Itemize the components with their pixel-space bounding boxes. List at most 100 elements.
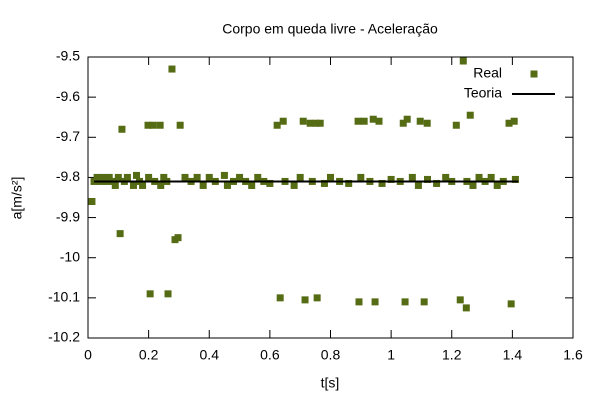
x-axis-label: t[s] <box>321 375 340 391</box>
data-point <box>129 181 137 189</box>
y-tick-label: -10.2 <box>48 329 80 345</box>
data-point <box>469 181 477 189</box>
data-point <box>290 181 298 189</box>
data-point <box>316 119 324 127</box>
data-point <box>88 198 96 206</box>
data-point <box>456 296 464 304</box>
data-point <box>507 300 515 308</box>
y-tick-label: -9.7 <box>56 128 80 144</box>
data-point <box>301 296 309 304</box>
data-point <box>176 121 184 129</box>
data-point <box>459 57 467 65</box>
data-point <box>462 304 470 312</box>
data-point <box>511 175 519 183</box>
data-point <box>371 298 379 306</box>
data-point <box>387 175 395 183</box>
data-point <box>223 181 231 189</box>
data-point <box>254 173 262 181</box>
data-point <box>236 173 244 181</box>
y-tick-label: -10.1 <box>48 289 80 305</box>
data-point <box>416 117 424 125</box>
data-point <box>312 119 320 127</box>
data-point <box>401 298 409 306</box>
data-point <box>205 173 213 181</box>
data-point <box>139 181 147 189</box>
data-point <box>276 294 284 302</box>
legend-label: Real <box>473 65 502 81</box>
y-tick-label: -9.6 <box>56 88 80 104</box>
data-point <box>220 171 228 179</box>
data-point <box>345 179 353 187</box>
data-point <box>144 121 152 129</box>
x-tick-label: 0.6 <box>260 347 280 363</box>
data-point <box>156 121 164 129</box>
data-point <box>114 173 122 181</box>
data-point <box>424 175 431 183</box>
data-point <box>164 290 172 298</box>
data-point <box>118 125 126 133</box>
data-point <box>420 298 428 306</box>
data-point <box>306 119 314 127</box>
data-point <box>146 290 154 298</box>
x-tick-label: 0.8 <box>321 347 341 363</box>
data-point <box>313 294 321 302</box>
legend-label: Teoria <box>464 85 502 101</box>
data-point <box>320 179 328 187</box>
data-point <box>149 121 157 129</box>
data-point <box>357 173 365 181</box>
y-tick-label: -9.5 <box>56 48 80 64</box>
data-point <box>157 181 165 189</box>
data-point <box>111 181 119 189</box>
data-point <box>93 173 101 181</box>
data-point <box>181 173 189 181</box>
data-point <box>466 111 474 119</box>
data-point <box>378 179 386 187</box>
x-tick-label: 1.2 <box>442 347 462 363</box>
data-point <box>133 171 140 179</box>
data-point <box>414 181 422 189</box>
y-tick-label: -9.8 <box>56 168 80 184</box>
data-point <box>408 173 416 181</box>
data-point <box>123 173 131 181</box>
data-point <box>199 181 207 189</box>
data-point <box>327 173 334 181</box>
data-point <box>116 230 124 238</box>
y-axis-label: a[m/s²] <box>9 177 25 220</box>
data-point <box>475 173 483 181</box>
data-point <box>168 65 176 73</box>
x-tick-label: 1.4 <box>503 347 523 363</box>
legend-marker <box>530 70 538 78</box>
data-point <box>505 119 513 127</box>
data-point <box>354 117 362 125</box>
data-point <box>442 173 450 181</box>
data-point <box>399 119 407 127</box>
data-point <box>403 115 411 123</box>
data-point <box>423 119 431 127</box>
y-tick-label: -9.9 <box>56 208 80 224</box>
data-point <box>296 173 304 181</box>
x-tick-label: 1.6 <box>563 347 583 363</box>
x-tick-label: 0.2 <box>139 347 159 363</box>
data-point <box>452 121 460 129</box>
data-point <box>433 179 441 187</box>
data-point <box>145 173 153 181</box>
data-point <box>493 181 501 189</box>
x-tick-label: 1 <box>387 347 395 363</box>
data-point <box>248 181 256 189</box>
data-point <box>193 173 201 181</box>
data-point <box>487 173 495 181</box>
chart-title: Corpo em queda livre - Aceleração <box>222 21 438 37</box>
x-tick-label: 0 <box>84 347 92 363</box>
data-point <box>105 173 113 181</box>
data-point <box>266 179 274 187</box>
data-point <box>360 117 368 125</box>
data-point <box>375 117 383 125</box>
data-point <box>279 117 287 125</box>
data-point <box>369 115 377 123</box>
x-tick-label: 0.4 <box>200 347 220 363</box>
data-point <box>355 298 363 306</box>
data-point <box>299 117 307 125</box>
data-point <box>510 117 518 125</box>
